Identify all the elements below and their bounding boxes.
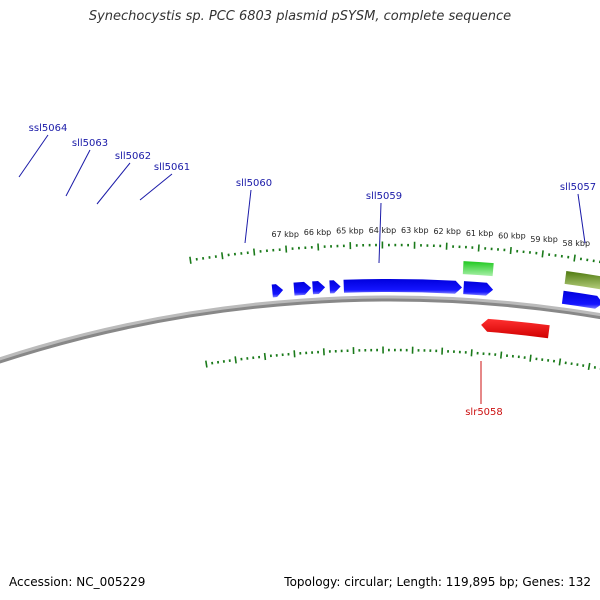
gene-label-sll5057[interactable]: sll5057 (560, 182, 596, 193)
gene-sll5059[interactable] (462, 261, 494, 277)
leader-line-sll5063 (65, 149, 91, 197)
gene-sll5057[interactable] (564, 271, 600, 290)
tick-outer (477, 244, 480, 252)
kbp-label: 65 kbp (336, 227, 364, 236)
backbone-circle (0, 298, 600, 364)
gene-label-sll5062[interactable]: sll5062 (115, 151, 151, 162)
leader-line-ssl5064 (18, 134, 49, 178)
backbone-shadow (0, 295, 600, 363)
leader-line-sll5059 (378, 202, 382, 264)
gene-ssl5064[interactable] (271, 284, 284, 298)
kbp-label: 58 kbp (563, 239, 591, 248)
leader-line-sll5062 (96, 162, 131, 205)
tick-outer (189, 256, 192, 264)
tick-outer (509, 247, 512, 255)
tick-inner (470, 349, 473, 357)
tick-inner (205, 360, 208, 368)
kbp-label: 59 kbp (530, 235, 558, 244)
tick-inner (587, 362, 591, 371)
tick-outer (285, 245, 288, 253)
tick-inner (293, 350, 296, 358)
kbp-label: 64 kbp (369, 226, 397, 235)
kbp-label: 66 kbp (304, 228, 332, 237)
gene-label-sll5059[interactable]: sll5059 (366, 191, 402, 202)
tick-inner (500, 351, 503, 359)
kbp-label: 60 kbp (498, 232, 526, 241)
map-title: Synechocystis sp. PCC 6803 plasmid pSYSM… (88, 9, 512, 24)
gene-label-ssl5064[interactable]: ssl5064 (29, 123, 68, 134)
tick-outer (253, 248, 256, 256)
gene-sll5060[interactable] (343, 278, 463, 294)
kbp-label: 61 kbp (466, 229, 494, 238)
leader-line-sll5057 (577, 193, 586, 244)
gene-sll5057b[interactable] (561, 290, 600, 309)
tick-outer (541, 250, 544, 258)
gene-label-slr5058[interactable]: slr5058 (465, 407, 503, 418)
topology-summary: Topology: circular; Length: 119,895 bp; … (284, 575, 591, 589)
gene-slr5058[interactable] (481, 318, 550, 339)
gene-sll5062[interactable] (312, 281, 326, 295)
tick-inner (529, 354, 532, 362)
gene-sll5061[interactable] (329, 280, 341, 294)
gene-label-sll5063[interactable]: sll5063 (72, 138, 108, 149)
gene-sll5059b[interactable] (463, 281, 494, 296)
tick-outer (221, 252, 224, 260)
tick-inner (234, 356, 237, 364)
leader-line-sll5060 (244, 189, 252, 244)
kbp-label: 63 kbp (401, 226, 429, 235)
leader-line-sll5061 (139, 173, 173, 201)
kbp-label: 62 kbp (433, 227, 461, 236)
tick-inner (263, 352, 267, 361)
accession-text: Accession: NC_005229 (9, 575, 146, 589)
gene-sll5063[interactable] (293, 281, 312, 296)
kbp-label: 67 kbp (271, 230, 299, 239)
gene-label-sll5060[interactable]: sll5060 (236, 178, 272, 189)
gene-label-sll5061[interactable]: sll5061 (154, 162, 190, 173)
tick-inner (558, 358, 562, 366)
tick-outer (573, 254, 576, 262)
